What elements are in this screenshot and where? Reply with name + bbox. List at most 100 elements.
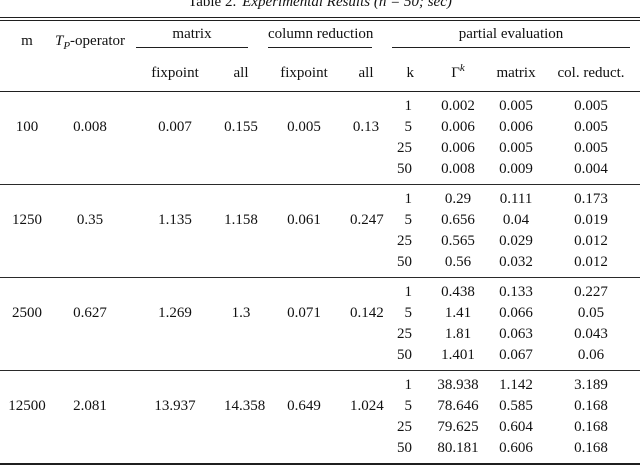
cell-gamma-k: 0.008 — [441, 161, 475, 177]
cell-matrix-fixpoint — [126, 252, 224, 278]
cell-pe-matrix: 0.067 — [499, 347, 533, 363]
cell-matrix-all — [224, 159, 258, 185]
cell-k: 25 — [397, 419, 413, 435]
cell-pe-colred: 0.06 — [577, 347, 605, 363]
cell-colred-fixpoint — [258, 417, 350, 438]
cell-pe-colred: 0.012 — [574, 254, 608, 270]
cell-pe-colred: 0.019 — [574, 212, 608, 228]
cell-matrix-fixpoint — [126, 345, 224, 371]
cell-matrix-fixpoint — [126, 159, 224, 185]
cell-gamma-k: 79.625 — [437, 419, 479, 435]
cell-matrix-fixpoint — [126, 92, 224, 118]
cell-matrix-fixpoint — [126, 278, 224, 304]
cell-k: 1 — [404, 284, 413, 300]
cell-colred-all — [350, 324, 382, 345]
table-row: 12500 2.081 13.937 14.358 0.649 1.024 5 78.646 0… — [0, 396, 640, 417]
cell-m — [0, 252, 54, 278]
cell-m — [0, 371, 54, 397]
cell-pe-matrix: 0.032 — [499, 254, 533, 270]
cell-gamma-k: 1.401 — [441, 347, 475, 363]
cell-m: 12500 — [8, 398, 46, 414]
cell-gamma-k: 1.81 — [444, 326, 472, 342]
table-header: m TP-operator matrix column reduction pa… — [0, 21, 640, 92]
cell-matrix-fixpoint — [126, 371, 224, 397]
cell-colred-all — [350, 185, 382, 211]
cell-pe-matrix: 0.029 — [499, 233, 533, 249]
subheader-pe-matrix: matrix — [482, 55, 551, 92]
col-header-tp-operator: TP-operator — [54, 21, 126, 92]
cell-gamma-k: 0.656 — [441, 212, 475, 228]
cell-matrix-all: 1.158 — [224, 212, 258, 228]
group-header-partial-evaluation: partial evaluation — [382, 21, 640, 55]
cell-m: 2500 — [12, 305, 42, 321]
cell-colred-fixpoint — [258, 252, 350, 278]
cell-tp-operator: 2.081 — [73, 398, 107, 414]
cell-colred-all: 0.142 — [350, 305, 384, 321]
tp-suffix: -operator — [70, 33, 126, 49]
table-row: 50 80.181 0.606 0.168 — [0, 438, 640, 464]
cell-gamma-k: 78.646 — [437, 398, 479, 414]
cell-matrix-all — [224, 252, 258, 278]
cell-pe-matrix: 1.142 — [499, 377, 533, 393]
cell-colred-fixpoint: 0.649 — [287, 398, 321, 414]
cell-matrix-fixpoint: 0.007 — [158, 119, 192, 135]
cell-pe-matrix: 0.063 — [499, 326, 533, 342]
cell-matrix-fixpoint — [126, 231, 224, 252]
cell-matrix-fixpoint — [126, 185, 224, 211]
table-row: 2500 0.627 1.269 1.3 0.071 0.142 5 1.41 0.066 0.0… — [0, 303, 640, 324]
cell-colred-all — [350, 417, 382, 438]
cell-k: 25 — [397, 326, 413, 342]
cell-k: 1 — [404, 191, 413, 207]
cell-tp-operator — [54, 92, 126, 118]
cell-colred-all — [350, 231, 382, 252]
row-group: 1 0.438 0.133 0.227 2500 0.627 1.269 1.3 0.071 0.… — [0, 278, 640, 371]
cell-tp-operator — [54, 185, 126, 211]
cell-pe-colred: 0.05 — [577, 305, 605, 321]
table-row: 25 0.565 0.029 0.012 — [0, 231, 640, 252]
table-caption: Table 2. Experimental Results (n = 50; se… — [0, 0, 640, 16]
cell-gamma-k: 38.938 — [437, 377, 479, 393]
cell-k: 25 — [397, 140, 413, 156]
table-row: 25 79.625 0.604 0.168 — [0, 417, 640, 438]
cell-m — [0, 417, 54, 438]
subheader-k: k — [382, 55, 435, 92]
cell-matrix-fixpoint: 1.269 — [158, 305, 192, 321]
group-header-column-reduction: column reduction — [258, 21, 382, 55]
cell-colred-all: 1.024 — [350, 398, 384, 414]
cell-matrix-fixpoint — [126, 138, 224, 159]
cell-matrix-fixpoint — [126, 417, 224, 438]
cell-pe-matrix: 0.585 — [499, 398, 533, 414]
cell-colred-fixpoint: 0.005 — [287, 119, 321, 135]
cell-colred-fixpoint — [258, 159, 350, 185]
cell-tp-operator: 0.627 — [73, 305, 107, 321]
subheader-matrix-fixpoint: fixpoint — [126, 55, 224, 92]
cell-colred-fixpoint: 0.061 — [287, 212, 321, 228]
cell-pe-matrix: 0.006 — [499, 119, 533, 135]
table-row: 50 1.401 0.067 0.06 — [0, 345, 640, 371]
row-group: 1 0.29 0.111 0.173 1250 0.35 1.135 1.158 0.061 0.… — [0, 185, 640, 278]
cell-gamma-k: 0.29 — [444, 191, 472, 207]
table-row: 1 0.29 0.111 0.173 — [0, 185, 640, 211]
tp-subscript: P — [63, 40, 71, 52]
cell-matrix-all — [224, 417, 258, 438]
cell-pe-matrix: 0.005 — [499, 140, 533, 156]
cell-pe-matrix: 0.005 — [499, 98, 533, 114]
cell-tp-operator — [54, 159, 126, 185]
caption-title: Experimental Results (n = 50; sec) — [242, 0, 452, 10]
row-group: 1 38.938 1.142 3.189 12500 2.081 13.937 14.358 0… — [0, 371, 640, 464]
table-row: 50 0.008 0.009 0.004 — [0, 159, 640, 185]
cell-colred-all — [350, 278, 382, 304]
subheader-colred-fixpoint: fixpoint — [258, 55, 350, 92]
cell-gamma-k: 1.41 — [444, 305, 472, 321]
cell-pe-colred: 0.005 — [574, 98, 608, 114]
cell-k: 50 — [397, 347, 413, 363]
cell-colred-fixpoint — [258, 438, 350, 464]
cell-matrix-fixpoint — [126, 324, 224, 345]
cell-tp-operator — [54, 278, 126, 304]
cell-pe-colred: 0.043 — [574, 326, 608, 342]
cell-k: 5 — [404, 119, 413, 135]
top-double-rule — [0, 17, 640, 21]
cell-pe-colred: 0.168 — [574, 398, 608, 414]
cell-colred-all: 0.13 — [352, 119, 380, 135]
cell-colred-fixpoint: 0.071 — [287, 305, 321, 321]
